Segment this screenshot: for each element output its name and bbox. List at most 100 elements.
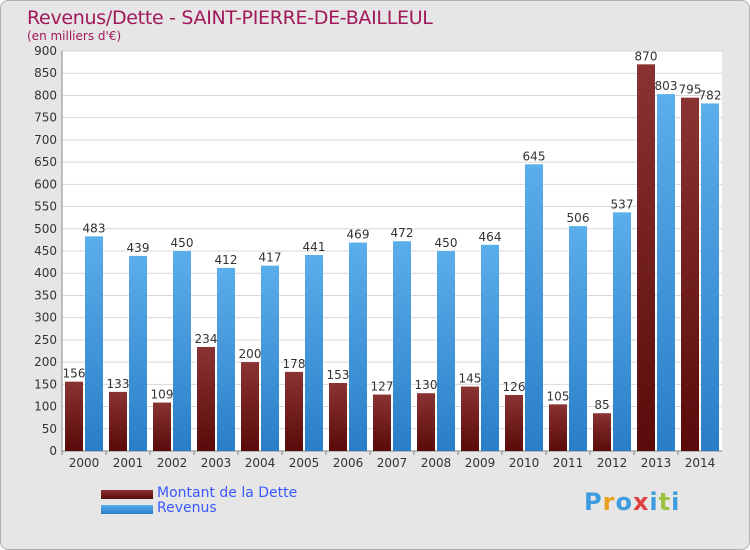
y-tick-label: 900 xyxy=(34,44,57,58)
bar-dette xyxy=(373,394,391,451)
data-label-dette: 795 xyxy=(679,83,702,97)
x-tick-label: 2004 xyxy=(245,456,276,470)
x-tick-label: 2014 xyxy=(685,456,716,470)
y-tick-label: 400 xyxy=(34,266,57,280)
bar-dette xyxy=(417,393,435,451)
legend-label-revenus: Revenus xyxy=(157,500,217,516)
bar-dette xyxy=(65,381,83,451)
bar-dette xyxy=(593,413,611,451)
x-tick-label: 2007 xyxy=(377,456,408,470)
bar-revenus xyxy=(393,241,411,451)
data-label-revenus: 412 xyxy=(215,253,238,267)
x-tick-label: 2011 xyxy=(553,456,584,470)
data-label-revenus: 803 xyxy=(655,79,678,93)
bar-revenus xyxy=(437,251,455,451)
legend-label-dette: Montant de la Dette xyxy=(157,485,298,501)
data-label-revenus: 450 xyxy=(435,236,458,250)
x-tick-label: 2000 xyxy=(69,456,100,470)
bar-revenus xyxy=(217,267,235,451)
data-label-dette: 130 xyxy=(415,378,438,392)
chart-title: Revenus/Dette - SAINT-PIERRE-DE-BAILLEUL xyxy=(27,7,433,29)
bar-revenus xyxy=(261,265,279,451)
data-label-revenus: 441 xyxy=(303,240,326,254)
bar-dette xyxy=(549,404,567,451)
y-tick-label: 350 xyxy=(34,288,57,302)
y-tick-label: 750 xyxy=(34,111,57,125)
logo-letter: x xyxy=(632,488,650,516)
proxiti-logo: Proxiti xyxy=(584,488,680,516)
logo-letter: i xyxy=(671,488,681,516)
y-tick-label: 100 xyxy=(34,400,57,414)
x-tick-label: 2002 xyxy=(157,456,188,470)
logo-letter: r xyxy=(602,488,616,516)
y-tick-label: 450 xyxy=(34,244,57,258)
y-tick-label: 50 xyxy=(42,422,57,436)
y-tick-label: 850 xyxy=(34,66,57,80)
bar-revenus xyxy=(305,255,323,451)
bar-revenus xyxy=(701,103,719,451)
bar-revenus xyxy=(129,255,147,451)
y-tick-label: 600 xyxy=(34,177,57,191)
logo-letter: P xyxy=(584,488,603,516)
data-label-dette: 153 xyxy=(327,368,350,382)
data-label-revenus: 439 xyxy=(127,241,150,255)
logo-letter: o xyxy=(615,488,633,516)
bar-dette xyxy=(637,64,655,452)
data-label-revenus: 645 xyxy=(523,149,546,163)
data-label-dette: 105 xyxy=(547,389,570,403)
legend-swatch-dette xyxy=(101,490,153,499)
x-tick-label: 2003 xyxy=(201,456,232,470)
logo-letter: i xyxy=(649,488,659,516)
data-label-revenus: 472 xyxy=(391,226,414,240)
bar-dette xyxy=(109,391,127,451)
x-tick-label: 2013 xyxy=(641,456,672,470)
y-tick-label: 150 xyxy=(34,377,57,391)
data-label-revenus: 417 xyxy=(259,251,282,265)
data-label-dette: 127 xyxy=(371,380,394,394)
bar-dette xyxy=(197,347,215,451)
bar-revenus xyxy=(613,212,631,451)
bar-dette xyxy=(505,395,523,451)
data-label-dette: 178 xyxy=(283,357,306,371)
y-tick-label: 700 xyxy=(34,133,57,147)
data-label-revenus: 464 xyxy=(479,230,502,244)
x-tick-label: 2001 xyxy=(113,456,144,470)
x-tick-label: 2005 xyxy=(289,456,320,470)
bar-dette xyxy=(461,386,479,451)
chart-subtitle: (en milliers d'€) xyxy=(27,29,122,43)
y-tick-label: 300 xyxy=(34,311,57,325)
logo-letter: t xyxy=(658,488,672,516)
bar-revenus xyxy=(657,94,675,451)
data-label-dette: 870 xyxy=(635,49,658,63)
data-label-dette: 200 xyxy=(239,347,262,361)
bar-dette xyxy=(241,362,259,451)
data-label-dette: 156 xyxy=(63,367,86,381)
x-tick-label: 2012 xyxy=(597,456,628,470)
bar-revenus xyxy=(481,244,499,451)
y-tick-label: 500 xyxy=(34,222,57,236)
data-label-revenus: 469 xyxy=(347,228,370,242)
data-label-revenus: 782 xyxy=(699,88,722,102)
y-tick-label: 550 xyxy=(34,200,57,214)
y-tick-label: 650 xyxy=(34,155,57,169)
x-tick-label: 2009 xyxy=(465,456,496,470)
bar-dette xyxy=(285,371,303,451)
bar-revenus xyxy=(173,251,191,451)
data-label-revenus: 506 xyxy=(567,211,590,225)
bar-revenus xyxy=(85,236,103,451)
bar-revenus xyxy=(525,164,543,452)
bar-dette xyxy=(153,402,171,451)
bar-dette xyxy=(681,97,699,452)
data-label-revenus: 483 xyxy=(83,221,106,235)
data-label-dette: 109 xyxy=(151,388,174,402)
data-label-dette: 145 xyxy=(459,372,482,386)
bar-revenus xyxy=(569,226,587,451)
data-label-dette: 85 xyxy=(594,398,609,412)
legend-swatch-revenus xyxy=(101,505,153,514)
data-label-revenus: 537 xyxy=(611,197,634,211)
y-tick-label: 0 xyxy=(49,444,57,458)
data-label-dette: 133 xyxy=(107,377,130,391)
bar-revenus xyxy=(349,242,367,451)
